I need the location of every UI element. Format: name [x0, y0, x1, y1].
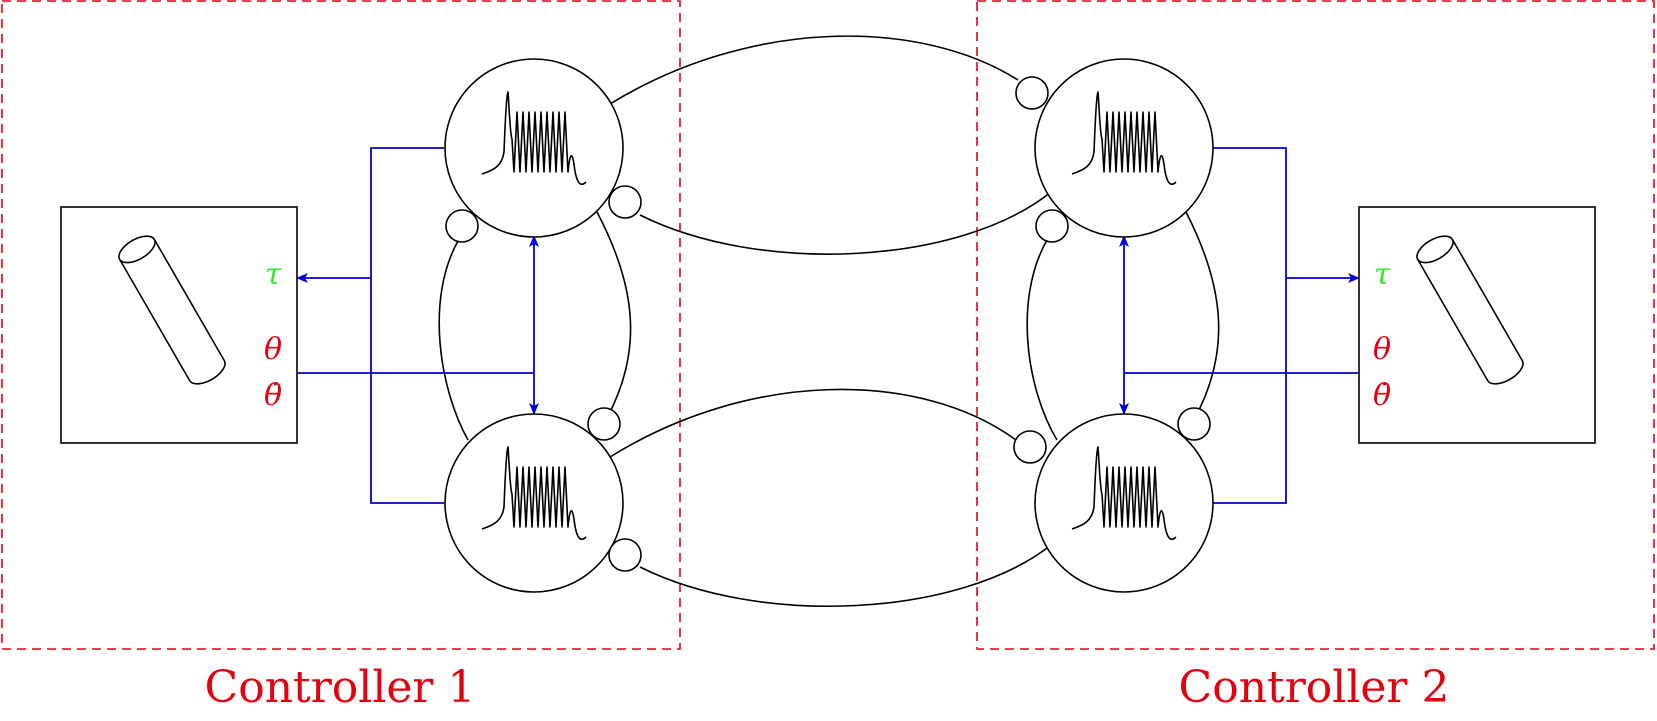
inhibitory-synapse-icon — [587, 407, 621, 441]
angle-symbol: θ — [1373, 332, 1391, 367]
inhibitory-synapse-icon — [1015, 76, 1049, 110]
inhibitory-synapse-icon — [608, 538, 642, 572]
controller-2-region — [976, 0, 1655, 650]
inhibitory-synapse-icon — [1013, 430, 1047, 464]
torque-symbol: τ — [1374, 257, 1391, 292]
signal-wiring — [296, 147, 1360, 504]
plant-2: τ θ θ̇ — [1358, 206, 1596, 444]
neuron-c2-bottom — [1034, 413, 1214, 593]
angular-velocity-symbol: θ̇ — [1373, 378, 1391, 413]
controller-2-label: Controller 2 — [1179, 662, 1450, 713]
plant-1: τ θ θ̇ — [60, 206, 298, 444]
angular-velocity-symbol: θ̇ — [264, 378, 282, 413]
neuron-c1-top — [444, 58, 624, 238]
inhibitory-synapse-icon — [1035, 209, 1069, 243]
inhibitory-synapse-icon — [1177, 407, 1211, 441]
torque-symbol: τ — [265, 257, 282, 292]
controller-1-region — [1, 0, 681, 650]
neuron-c2-top — [1034, 58, 1214, 238]
inhibitory-synapse-icon — [445, 209, 479, 243]
neuron-c1-bottom — [444, 413, 624, 593]
controller-1-label: Controller 1 — [205, 662, 476, 713]
inter-controller-connections — [609, 35, 1052, 607]
synapse-terminals — [445, 76, 1211, 572]
intra-controller-connections — [438, 211, 1220, 441]
angle-symbol: θ — [264, 332, 282, 367]
inhibitory-synapse-icon — [608, 185, 642, 219]
